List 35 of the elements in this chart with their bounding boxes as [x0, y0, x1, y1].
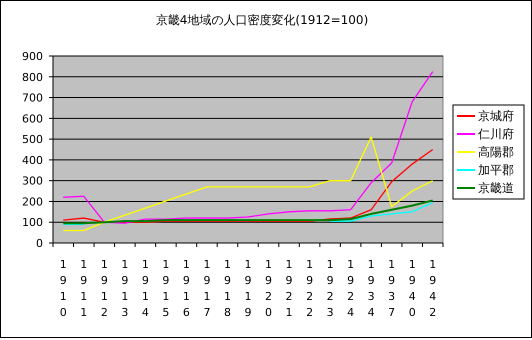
x-tick-label: 1934 [368, 258, 375, 319]
x-tick-label: 1918 [224, 258, 231, 319]
x-tick-label: 1917 [203, 258, 210, 319]
legend-label: 加平郡 [478, 163, 514, 177]
y-tick-label: 600 [22, 112, 43, 126]
x-tick-label: 1912 [100, 258, 108, 319]
x-tick-label: 1915 [162, 258, 170, 319]
x-tick-label: 1942 [429, 258, 436, 319]
x-tick-label: 1916 [182, 258, 190, 319]
legend-label: 京城府 [478, 109, 514, 123]
legend-label: 高陽郡 [478, 145, 514, 159]
x-tick-label: 1913 [121, 258, 128, 319]
y-tick-label: 500 [22, 133, 43, 146]
x-tick-label: 1919 [244, 258, 252, 319]
y-tick-label: 900 [22, 50, 43, 63]
x-tick-label: 1922 [306, 258, 314, 319]
y-tick-label: 300 [22, 174, 43, 188]
y-tick-label: 200 [22, 195, 43, 208]
x-tick-label: 1924 [347, 258, 354, 319]
y-tick-label: 700 [22, 92, 43, 105]
y-tick-label: 400 [22, 154, 43, 167]
x-tick-label: 1921 [286, 258, 293, 319]
chart-title: 京畿4地域の人口密度変化(1912=100) [156, 13, 368, 27]
y-tick-label: 100 [22, 216, 43, 230]
x-tick-label: 1910 [60, 258, 67, 319]
legend-label: 仁川府 [477, 127, 514, 141]
x-tick-label: 1914 [142, 258, 149, 319]
legend-label: 京畿道 [478, 181, 514, 195]
x-tick-label: 1940 [408, 258, 416, 319]
x-tick-label: 1911 [80, 258, 88, 319]
y-tick-label: 800 [22, 70, 43, 84]
x-tick-label: 1923 [326, 258, 334, 319]
x-tick-label: 1920 [265, 258, 272, 319]
y-tick-label: 0 [36, 237, 43, 250]
x-tick-label: 1937 [388, 258, 396, 319]
